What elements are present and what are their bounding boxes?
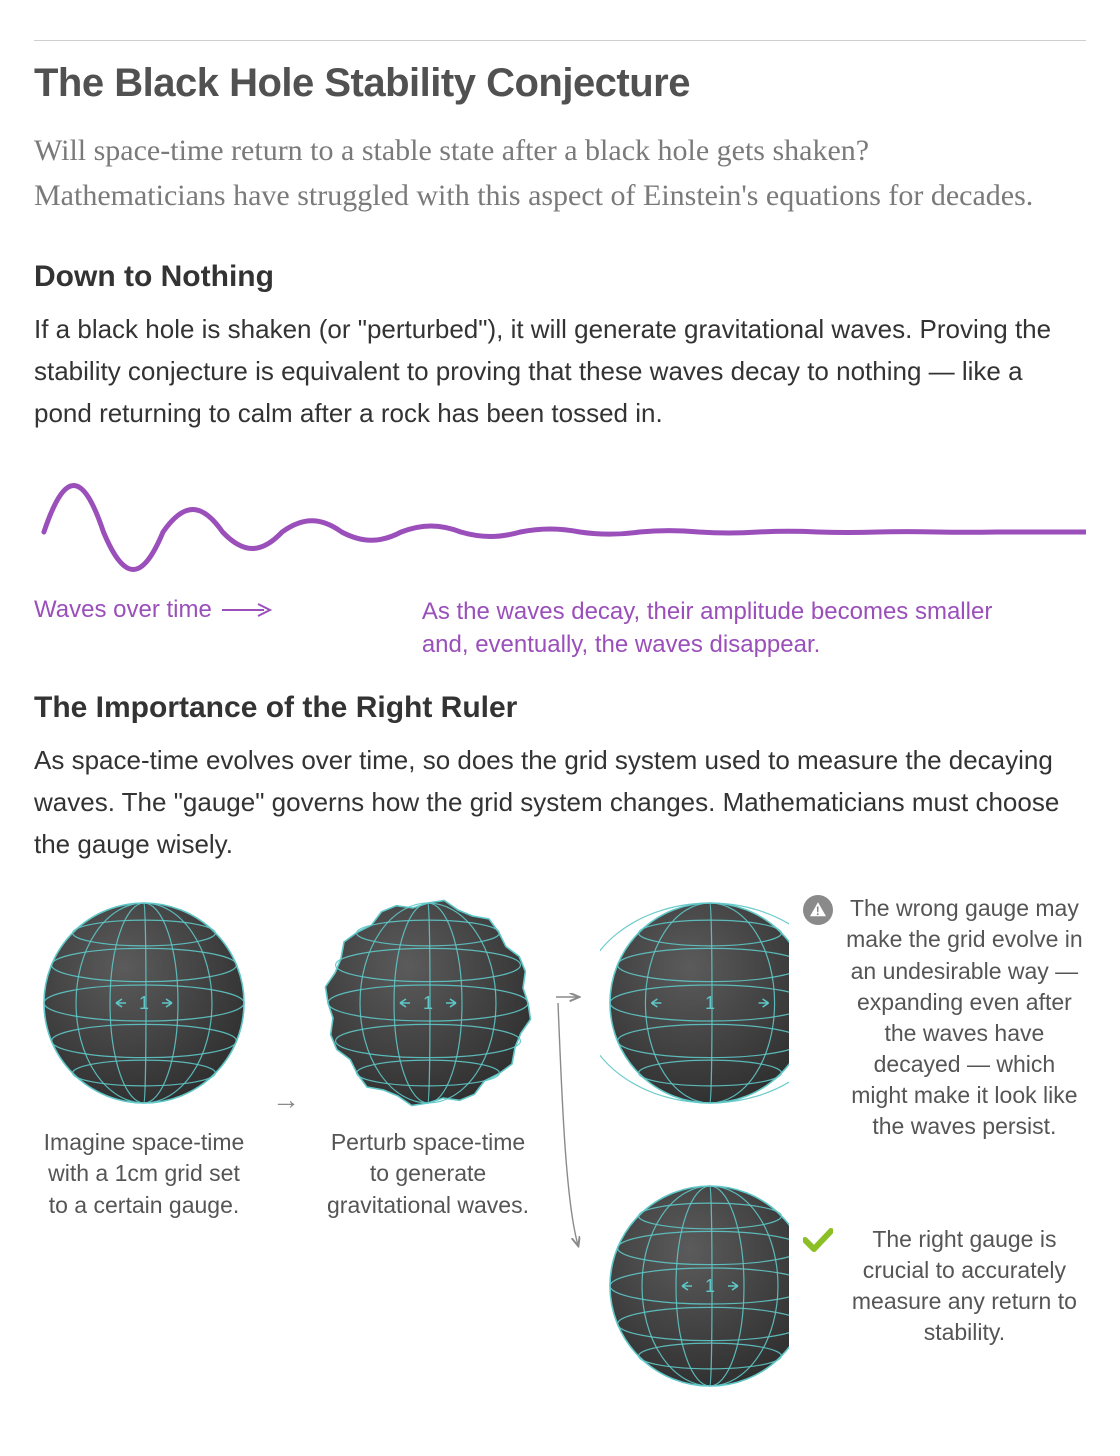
warning-icon <box>803 895 833 925</box>
sphere-initial: 1 <box>34 893 254 1113</box>
wrong-gauge-row: 1 The wrong gauge may make the grid evol… <box>600 893 1086 1141</box>
waves-over-time-text: Waves over time <box>34 596 212 624</box>
arrow-right-icon: → <box>272 1084 300 1116</box>
top-rule <box>34 40 1086 41</box>
decaying-wave-svg <box>34 442 1086 602</box>
decay-caption: As the waves decay, their amplitude beco… <box>422 596 1042 661</box>
section1-heading: Down to Nothing <box>34 260 1086 294</box>
check-icon <box>803 1228 833 1252</box>
svg-text:1: 1 <box>139 993 149 1013</box>
branching-arrows <box>556 983 582 1203</box>
right-gauge-row: 1 The right gauge is crucial to accurate… <box>600 1176 1086 1396</box>
spheres-figure: 1 Imagine space-time with a 1cm grid set… <box>34 893 1086 1395</box>
sphere-right-gauge: 1 <box>600 1176 789 1396</box>
wrong-gauge-text: The wrong gauge may make the grid evolve… <box>843 893 1086 1141</box>
sphere1-caption: Imagine space-time with a 1cm grid set t… <box>39 1127 249 1220</box>
sphere-col-1: 1 Imagine space-time with a 1cm grid set… <box>34 893 254 1220</box>
sphere2-caption: Perturb space-time to generate gravitati… <box>323 1127 533 1220</box>
decaying-wave-figure: Waves over time As the waves decay, thei… <box>34 442 1086 661</box>
branching-arrows-svg <box>556 983 582 1323</box>
section2-body: As space-time evolves over time, so does… <box>34 739 1086 865</box>
svg-text:1: 1 <box>705 993 715 1013</box>
svg-text:1: 1 <box>423 993 433 1013</box>
sphere-col-2: 1 Perturb space-time to generate gravita… <box>318 893 538 1220</box>
right-gauge-text: The right gauge is crucial to accurately… <box>843 1224 1086 1348</box>
arrow-right-icon <box>222 603 272 617</box>
sphere-wrong-gauge: 1 <box>600 893 789 1113</box>
svg-text:1: 1 <box>705 1276 715 1296</box>
waves-over-time-label: Waves over time <box>34 596 272 624</box>
section2-heading: The Importance of the Right Ruler <box>34 691 1086 725</box>
sphere-perturbed: 1 <box>318 893 538 1113</box>
intro-paragraph: Will space-time return to a stable state… <box>34 128 1054 218</box>
section1-body: If a black hole is shaken (or "perturbed… <box>34 308 1086 434</box>
page-title: The Black Hole Stability Conjecture <box>34 61 1086 106</box>
